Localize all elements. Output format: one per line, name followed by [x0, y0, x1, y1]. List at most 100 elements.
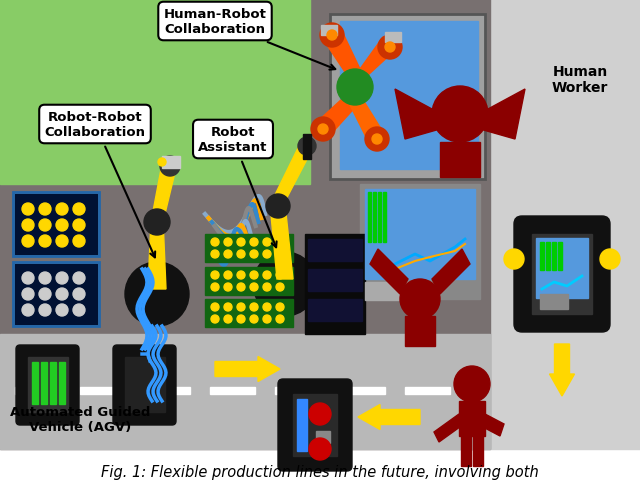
Circle shape [400, 280, 440, 319]
Text: Human
Worker: Human Worker [552, 65, 608, 95]
Circle shape [22, 220, 34, 231]
Bar [365, 283, 420, 301]
Circle shape [211, 250, 219, 259]
Circle shape [237, 239, 245, 246]
Circle shape [160, 157, 180, 177]
Bar [0, 334, 490, 449]
Circle shape [250, 271, 258, 280]
Circle shape [39, 272, 51, 285]
Circle shape [276, 284, 284, 291]
Circle shape [73, 272, 85, 285]
Circle shape [224, 250, 232, 259]
Bar [440, 142, 480, 178]
Circle shape [454, 366, 490, 402]
Circle shape [73, 288, 85, 301]
Bar [145, 387, 190, 394]
Circle shape [263, 315, 271, 324]
Circle shape [250, 239, 258, 246]
Bar [305, 235, 365, 334]
FancyArrow shape [358, 405, 420, 429]
Circle shape [309, 403, 331, 425]
Bar [0, 0, 490, 449]
Circle shape [56, 203, 68, 216]
Polygon shape [269, 145, 315, 207]
Circle shape [237, 304, 245, 311]
Bar [15, 264, 97, 325]
FancyBboxPatch shape [514, 217, 610, 332]
Circle shape [73, 220, 85, 231]
Bar [125, 357, 165, 412]
Polygon shape [270, 204, 293, 280]
FancyBboxPatch shape [113, 346, 176, 425]
Circle shape [22, 288, 34, 301]
Bar [490, 0, 640, 449]
Bar [0, 449, 640, 488]
Polygon shape [480, 90, 525, 140]
Circle shape [237, 315, 245, 324]
Circle shape [600, 249, 620, 269]
Circle shape [365, 128, 389, 152]
Circle shape [276, 315, 284, 324]
Polygon shape [434, 414, 464, 442]
Bar [373, 193, 376, 243]
Polygon shape [370, 249, 408, 294]
Circle shape [224, 315, 232, 324]
Polygon shape [355, 38, 393, 88]
Bar [162, 157, 180, 169]
Circle shape [309, 438, 331, 460]
Circle shape [263, 284, 271, 291]
Bar [536, 239, 588, 298]
Bar [0, 0, 310, 184]
Circle shape [263, 304, 271, 311]
Bar [532, 235, 592, 314]
Bar [28, 357, 68, 412]
Polygon shape [151, 164, 177, 223]
Bar [546, 243, 550, 270]
Bar [205, 235, 293, 263]
Circle shape [237, 284, 245, 291]
Circle shape [211, 304, 219, 311]
Polygon shape [325, 28, 360, 88]
Circle shape [56, 220, 68, 231]
Circle shape [73, 305, 85, 316]
Bar [330, 15, 485, 180]
Circle shape [385, 43, 395, 53]
Circle shape [263, 250, 271, 259]
Bar [383, 193, 386, 243]
Circle shape [224, 304, 232, 311]
Circle shape [56, 236, 68, 247]
Bar [461, 436, 471, 466]
Circle shape [250, 315, 258, 324]
Bar [558, 243, 562, 270]
Bar [459, 401, 485, 436]
Circle shape [432, 87, 488, 142]
Bar [385, 33, 401, 43]
Bar [340, 22, 478, 170]
Circle shape [158, 159, 166, 167]
Circle shape [224, 271, 232, 280]
Bar [368, 193, 371, 243]
Circle shape [56, 272, 68, 285]
Bar [13, 193, 99, 257]
Circle shape [56, 305, 68, 316]
Circle shape [224, 239, 232, 246]
Bar [297, 399, 307, 451]
Text: Robot-Robot
Collaboration: Robot-Robot Collaboration [45, 111, 155, 258]
Circle shape [22, 203, 34, 216]
Bar [205, 267, 293, 295]
Circle shape [263, 271, 271, 280]
Circle shape [337, 70, 373, 106]
Bar [330, 15, 485, 180]
Bar [316, 431, 330, 443]
Bar [308, 240, 362, 262]
Bar [32, 362, 38, 404]
Circle shape [22, 236, 34, 247]
Circle shape [327, 31, 337, 41]
Circle shape [276, 271, 284, 280]
Bar [303, 135, 311, 160]
Bar [15, 387, 60, 394]
Bar [205, 299, 293, 327]
Bar [405, 316, 435, 346]
Text: Human-Robot
Collaboration: Human-Robot Collaboration [164, 8, 335, 70]
Circle shape [56, 288, 68, 301]
